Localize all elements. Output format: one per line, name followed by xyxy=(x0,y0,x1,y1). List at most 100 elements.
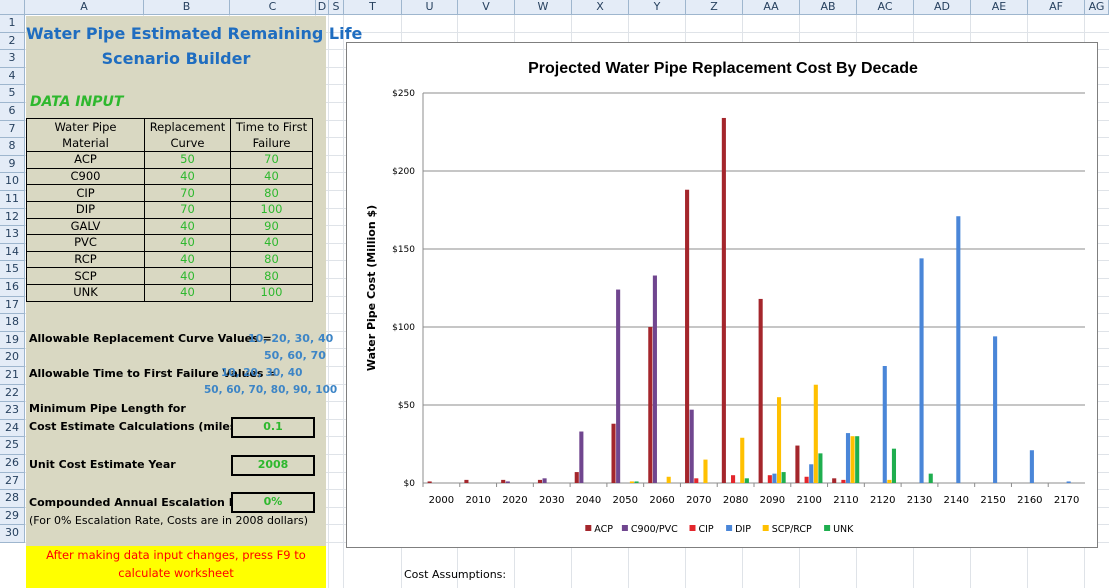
replacement-curve-cell[interactable]: 40 xyxy=(144,234,231,252)
bar-dip xyxy=(919,258,924,483)
time-to-failure-cell[interactable]: 100 xyxy=(230,283,313,302)
row-header[interactable]: 12 xyxy=(0,208,25,227)
row-header[interactable]: 14 xyxy=(0,243,25,262)
replacement-curve-cell[interactable]: 40 xyxy=(144,167,231,186)
time-to-failure-cell[interactable]: 80 xyxy=(230,267,313,285)
column-header[interactable]: A xyxy=(25,0,144,15)
row-header[interactable]: 6 xyxy=(0,103,25,121)
column-header[interactable]: B xyxy=(144,0,230,15)
column-header[interactable]: AG xyxy=(1085,0,1109,15)
column-header[interactable]: C xyxy=(230,0,316,15)
row-header[interactable]: 3 xyxy=(0,50,25,68)
replacement-curve-cell[interactable]: 70 xyxy=(144,184,231,202)
row-header[interactable]: 27 xyxy=(0,472,25,491)
row-header[interactable]: 21 xyxy=(0,367,25,385)
bar-acp xyxy=(501,479,506,483)
bar-acp xyxy=(832,478,837,483)
y-tick-label: $250 xyxy=(392,89,415,99)
row-header[interactable]: 7 xyxy=(0,120,25,139)
time-to-failure-cell[interactable]: 70 xyxy=(230,151,313,169)
y-tick-label: $0 xyxy=(404,479,416,489)
y-tick-label: $150 xyxy=(392,245,415,255)
bar-cip xyxy=(694,478,699,483)
replacement-curve-cell[interactable]: 40 xyxy=(144,283,231,302)
row-header[interactable]: 24 xyxy=(0,419,25,438)
row-header[interactable]: 16 xyxy=(0,279,25,297)
row-header[interactable]: 26 xyxy=(0,455,25,473)
replacement-curve-cell[interactable]: 50 xyxy=(144,151,231,169)
x-tick-label: 2140 xyxy=(944,495,969,506)
row-header[interactable]: 11 xyxy=(0,191,25,209)
time-to-failure-cell[interactable]: 80 xyxy=(230,184,313,202)
row-header[interactable]: 10 xyxy=(0,173,25,191)
column-header[interactable]: W xyxy=(515,0,572,15)
bar-acp xyxy=(611,423,616,483)
time-to-failure-cell[interactable]: 40 xyxy=(230,234,313,252)
row-header[interactable]: 8 xyxy=(0,138,25,156)
bar-acp xyxy=(795,445,800,483)
row-header[interactable]: 4 xyxy=(0,67,25,86)
escalation-input[interactable]: 0% xyxy=(231,492,315,513)
row-header[interactable]: 18 xyxy=(0,314,25,332)
material-cell: CIP xyxy=(26,184,145,202)
column-header[interactable]: Y xyxy=(629,0,686,15)
row-header[interactable]: 22 xyxy=(0,384,25,403)
replacement-curve-cell[interactable]: 40 xyxy=(144,267,231,285)
column-header[interactable]: AC xyxy=(857,0,914,15)
bar-c900-pvc xyxy=(616,289,621,483)
row-header[interactable]: 28 xyxy=(0,490,25,508)
row-header[interactable]: 19 xyxy=(0,331,25,350)
replacement-curve-cell[interactable]: 40 xyxy=(144,250,231,269)
select-all-corner[interactable] xyxy=(0,0,25,15)
column-header[interactable]: U xyxy=(402,0,458,15)
row-header[interactable]: 9 xyxy=(0,155,25,174)
x-tick-label: 2130 xyxy=(907,495,932,506)
row-header[interactable]: 17 xyxy=(0,296,25,315)
min-length-input[interactable]: 0.1 xyxy=(231,417,315,438)
replacement-curve-cell[interactable]: 40 xyxy=(144,217,231,236)
x-tick-label: 2060 xyxy=(649,495,674,506)
column-header[interactable]: S xyxy=(329,0,344,15)
row-header[interactable]: 13 xyxy=(0,226,25,244)
row-header[interactable]: 2 xyxy=(0,32,25,51)
replacement-curve-cell[interactable]: 70 xyxy=(144,200,231,219)
bar-scp-rcp xyxy=(703,459,708,483)
x-tick-label: 2030 xyxy=(539,495,564,506)
column-header[interactable]: X xyxy=(572,0,629,15)
bar-cip xyxy=(841,479,846,483)
legend-swatch xyxy=(621,525,628,531)
row-header[interactable]: 15 xyxy=(0,261,25,279)
row-header[interactable]: 30 xyxy=(0,525,25,543)
column-header[interactable]: V xyxy=(458,0,515,15)
bar-acp xyxy=(574,472,579,483)
cost-chart[interactable]: Projected Water Pipe Replacement Cost By… xyxy=(346,42,1098,548)
row-header[interactable]: 25 xyxy=(0,437,25,455)
bar-acp xyxy=(685,189,690,483)
time-to-failure-cell[interactable]: 80 xyxy=(230,250,313,269)
row-header[interactable]: 29 xyxy=(0,507,25,526)
column-header[interactable]: AD xyxy=(914,0,971,15)
time-to-failure-cell[interactable]: 90 xyxy=(230,217,313,236)
bar-dip xyxy=(956,216,961,484)
legend-label: SCP/RCP xyxy=(772,524,812,535)
column-header[interactable]: AB xyxy=(800,0,857,15)
material-input-table: Water Pipe Replacement Time to First Materi… xyxy=(26,118,313,302)
column-header[interactable]: D xyxy=(316,0,329,15)
column-header[interactable]: AE xyxy=(971,0,1028,15)
unit-cost-year-input[interactable]: 2008 xyxy=(231,455,315,476)
time-to-failure-cell[interactable]: 100 xyxy=(230,200,313,219)
column-header[interactable]: T xyxy=(344,0,402,15)
unit-cost-year-label: Unit Cost Estimate Year xyxy=(29,458,176,471)
row-header[interactable]: 23 xyxy=(0,402,25,420)
bar-dip xyxy=(809,464,814,483)
row-header[interactable]: 1 xyxy=(0,15,25,33)
row-header[interactable]: 20 xyxy=(0,349,25,367)
y-axis-label: Water Pipe Cost (Million $) xyxy=(365,205,378,371)
column-header[interactable]: Z xyxy=(686,0,743,15)
row-header[interactable]: 5 xyxy=(0,85,25,103)
bar-acp xyxy=(427,481,432,483)
time-to-failure-cell[interactable]: 40 xyxy=(230,167,313,186)
column-header[interactable]: AA xyxy=(743,0,800,15)
chart-title: Projected Water Pipe Replacement Cost By… xyxy=(528,60,918,77)
column-header[interactable]: AF xyxy=(1028,0,1085,15)
